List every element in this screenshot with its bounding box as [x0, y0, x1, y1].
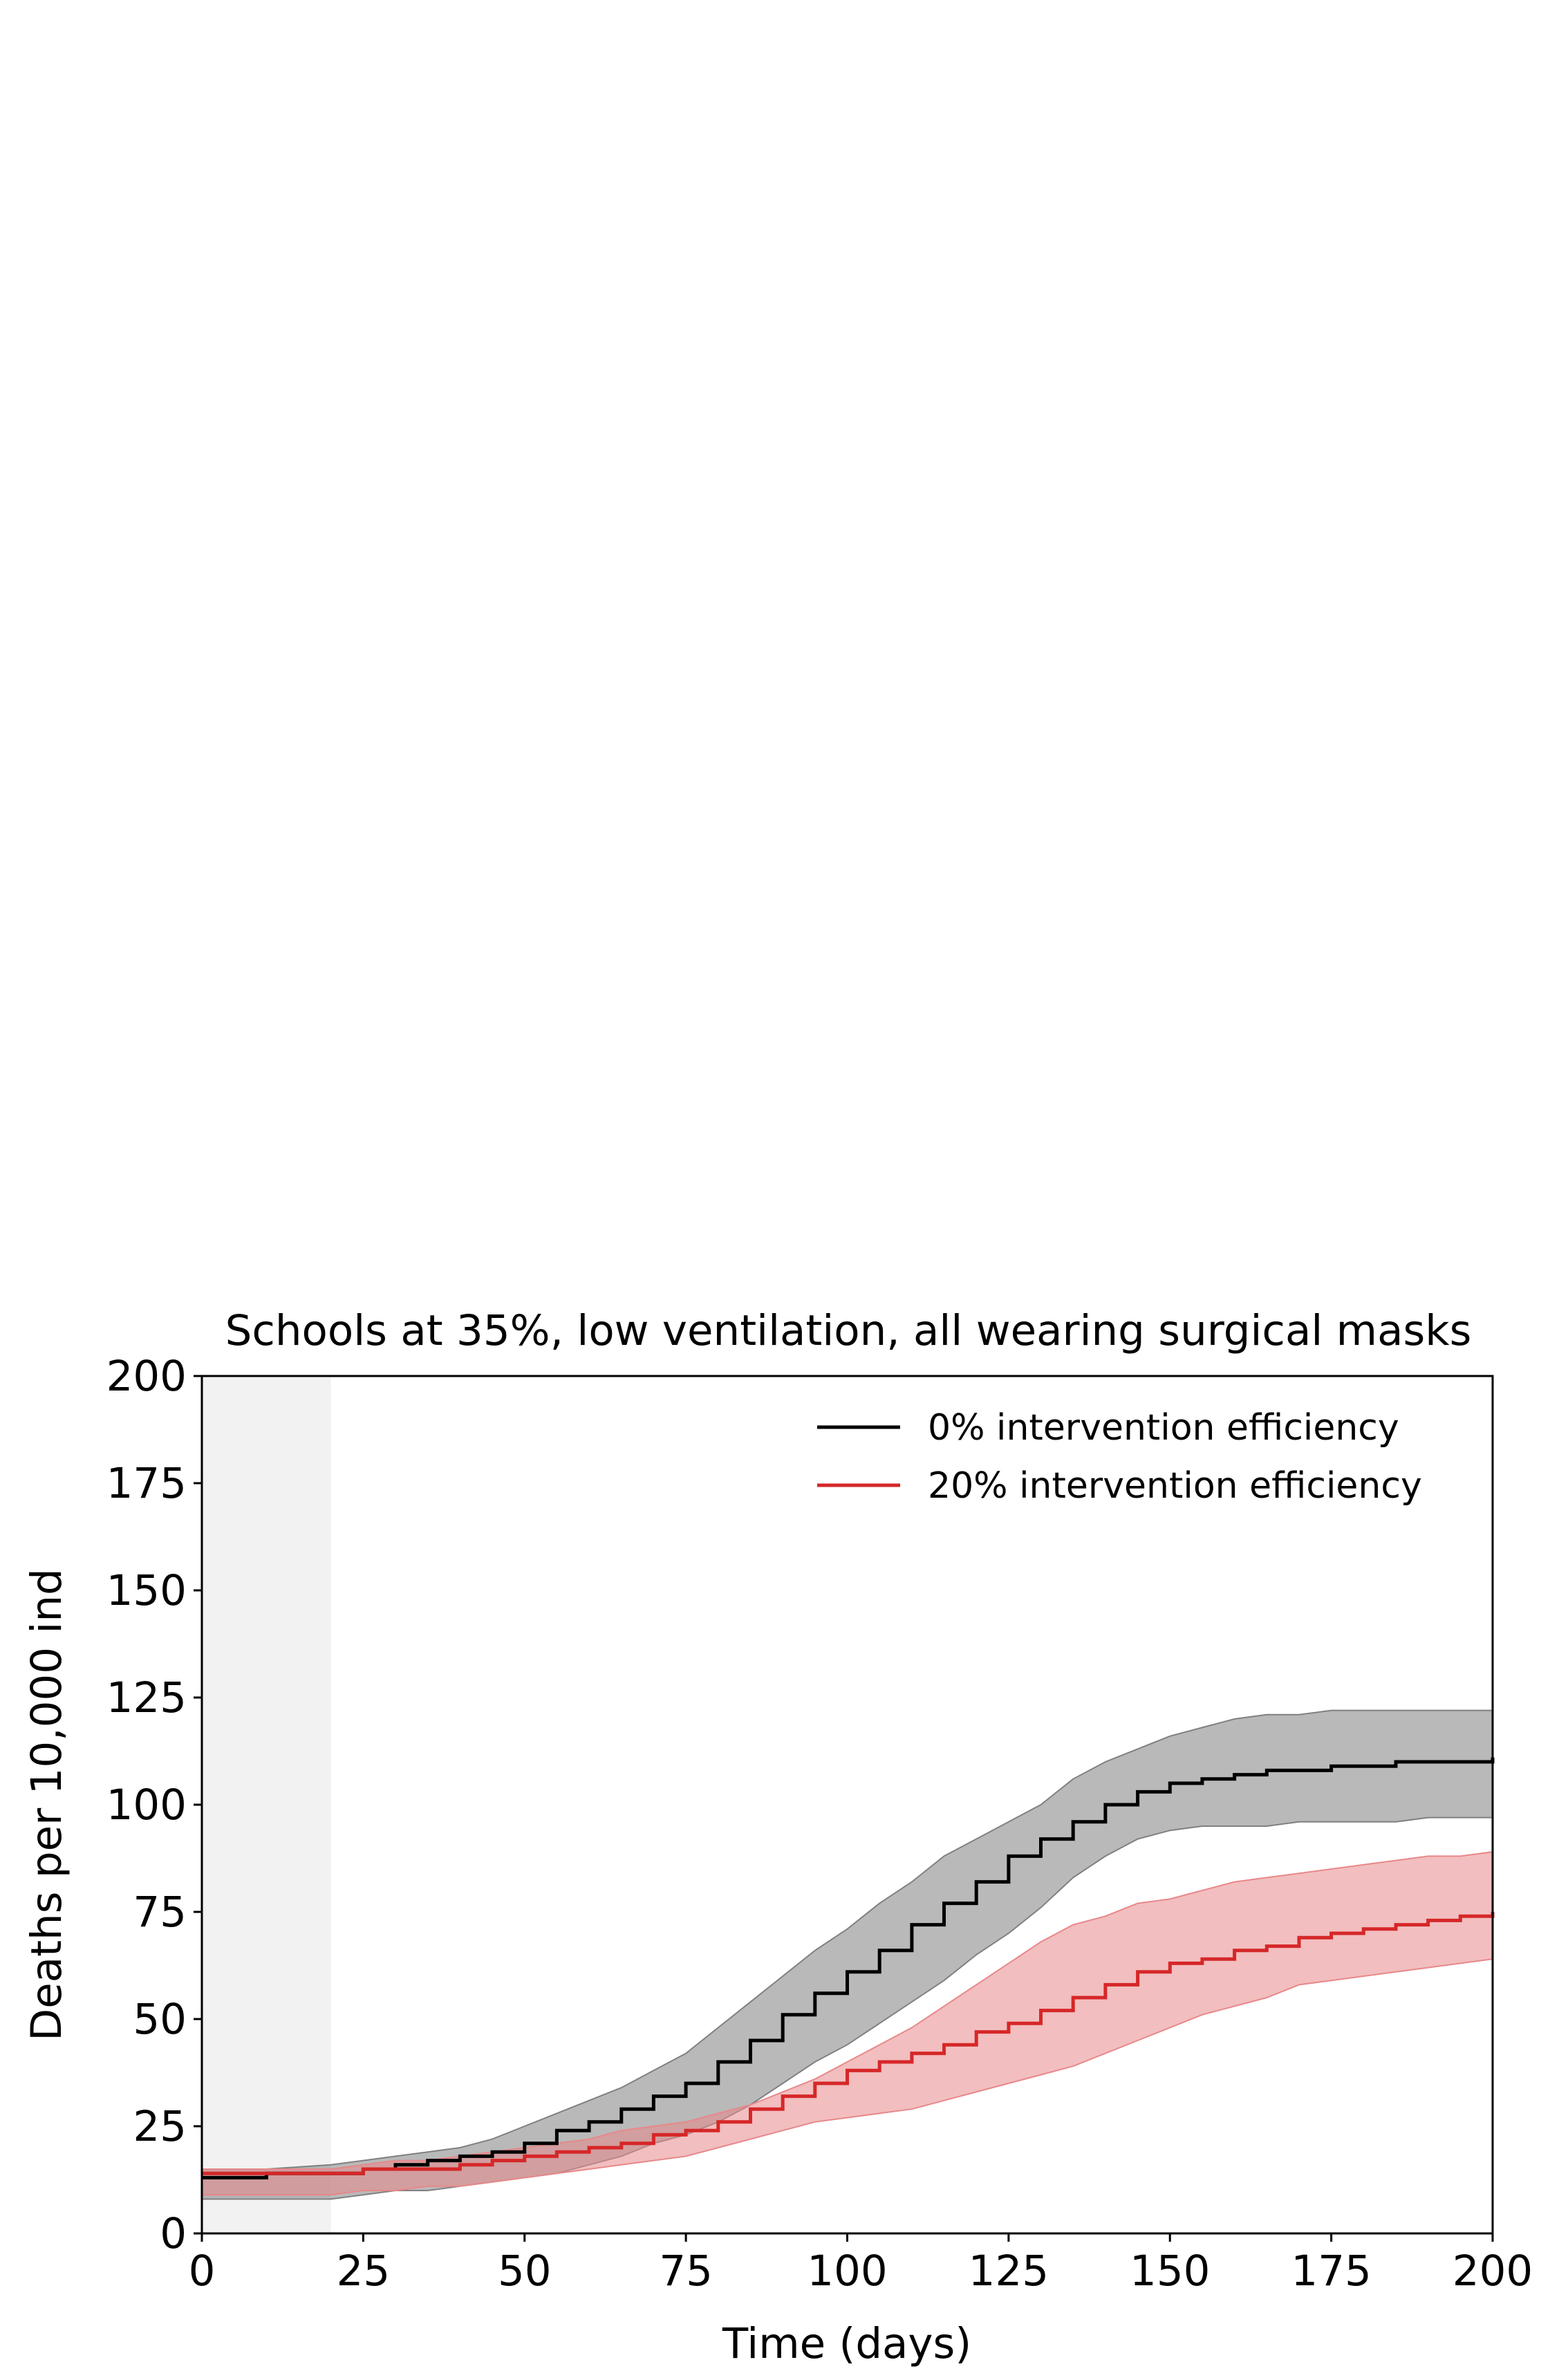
x-tick-label-50: 50: [498, 2247, 552, 2296]
chart-title: Schools at 35%, low ventilation, all wea…: [225, 1306, 1472, 1355]
x-tick-label-0: 0: [189, 2247, 216, 2296]
x-tick-label-175: 175: [1291, 2247, 1371, 2296]
y-tick-label-150: 150: [106, 1566, 187, 1615]
x-tick-label-25: 25: [337, 2247, 391, 2296]
x-tick-label-200: 200: [1453, 2247, 1533, 2296]
x-axis-label: Time (days): [722, 2319, 971, 2368]
y-tick-label-75: 75: [133, 1888, 187, 1937]
y-tick-label-200: 200: [106, 1352, 187, 1401]
x-tick-label-75: 75: [659, 2247, 713, 2296]
x-tick-label-100: 100: [807, 2247, 887, 2296]
y-tick-label-50: 50: [133, 1995, 187, 2044]
x-tick-label-150: 150: [1130, 2247, 1210, 2296]
series-line-0: [202, 1757, 1495, 2179]
legend: 0% intervention efficiency 20% interventi…: [817, 1407, 1422, 1507]
legend-label-1: 20% intervention efficiency: [928, 1465, 1422, 1507]
y-tick-label-100: 100: [106, 1781, 187, 1830]
x-tick-label-125: 125: [969, 2247, 1049, 2296]
y-tick-label-175: 175: [106, 1459, 187, 1508]
y-tick-label-25: 25: [133, 2102, 187, 2151]
y-tick-label-125: 125: [106, 1673, 187, 1722]
legend-label-0: 0% intervention efficiency: [928, 1407, 1399, 1449]
y-axis-label: Deaths per 10,000 ind: [22, 1568, 71, 2041]
shaded-period: [202, 1376, 331, 2233]
series-line-1: [202, 1912, 1495, 2175]
y-tick-label-0: 0: [160, 2209, 187, 2258]
